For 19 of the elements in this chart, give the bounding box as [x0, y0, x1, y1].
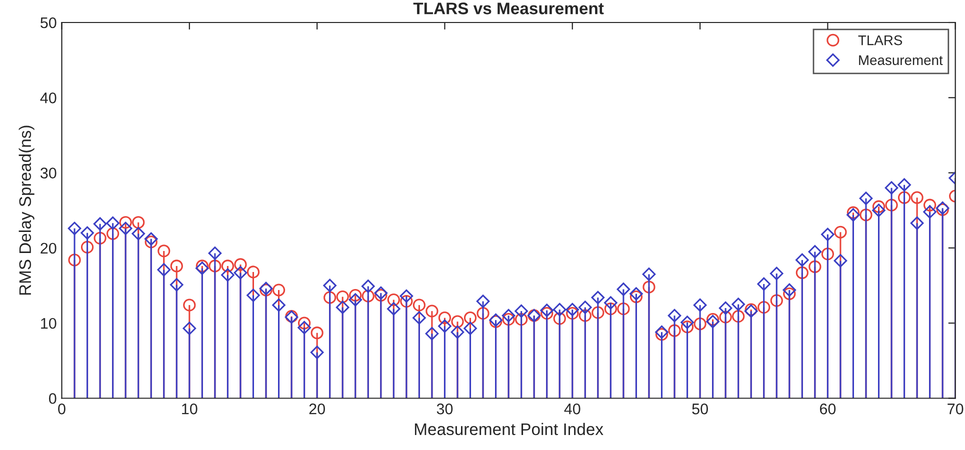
y-axis-title: RMS Delay Spread(ns)	[18, 126, 34, 295]
x-tick-label: 70	[948, 404, 964, 414]
y-tick-label: 50	[40, 17, 56, 28]
x-tick-label: 10	[182, 404, 198, 414]
x-tick-label: 0	[58, 404, 66, 414]
x-tick-label: 40	[564, 404, 580, 414]
legend-label: TLARS	[858, 35, 902, 46]
chart-title: TLARS vs Measurement	[413, 2, 604, 14]
y-tick-label: 40	[40, 92, 56, 104]
y-tick-label: 0	[49, 393, 56, 404]
x-tick-label: 60	[820, 404, 836, 414]
x-tick-label: 50	[692, 404, 708, 414]
y-tick-label: 30	[40, 168, 56, 178]
x-axis-title: Measurement Point Index	[414, 422, 604, 436]
legend-label: Measurement	[859, 55, 943, 66]
x-tick-label: 20	[309, 404, 325, 414]
x-tick-label: 30	[436, 404, 453, 414]
y-tick-label: 20	[40, 242, 56, 254]
y-tick-label: 10	[41, 318, 56, 329]
